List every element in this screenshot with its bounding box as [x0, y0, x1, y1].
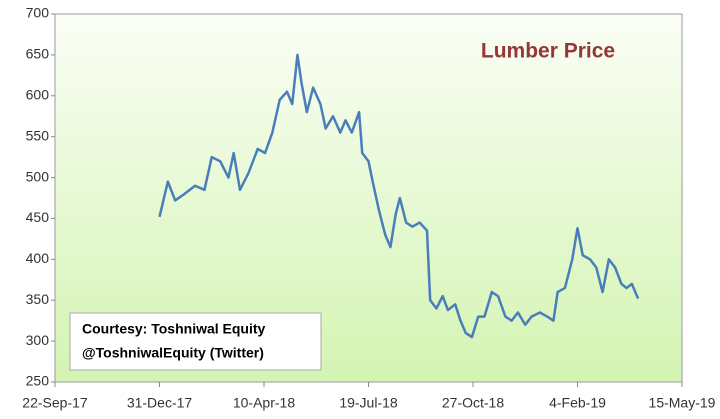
- x-tick-label: 27-Oct-18: [442, 395, 504, 411]
- y-tick-label: 400: [26, 250, 50, 266]
- y-tick-label: 450: [26, 209, 50, 225]
- annotation-box: [69, 312, 322, 371]
- y-tick-label: 550: [26, 127, 50, 143]
- x-tick-label: 15-May-19: [649, 395, 716, 411]
- x-tick-label: 10-Apr-18: [233, 395, 295, 411]
- y-tick-label: 600: [26, 86, 50, 102]
- x-tick-label: 19-Jul-18: [339, 395, 398, 411]
- y-tick-label: 350: [26, 291, 50, 307]
- price-line: [158, 53, 640, 339]
- y-tick-label: 250: [26, 373, 50, 389]
- x-tick-label: 31-Dec-17: [127, 395, 193, 411]
- y-tick-label: 500: [26, 168, 50, 184]
- chart-title: Lumber Price: [481, 40, 615, 63]
- x-tick-label: 22-Sep-17: [22, 395, 88, 411]
- annotation: Courtesy: Toshniwal Equity: [82, 321, 266, 337]
- y-tick-label: 650: [26, 46, 50, 62]
- x-tick-label: 4-Feb-19: [549, 395, 606, 411]
- y-tick-label: 300: [26, 332, 50, 348]
- annotation: @ToshniwalEquity (Twitter): [82, 345, 264, 361]
- y-tick-label: 700: [26, 5, 50, 21]
